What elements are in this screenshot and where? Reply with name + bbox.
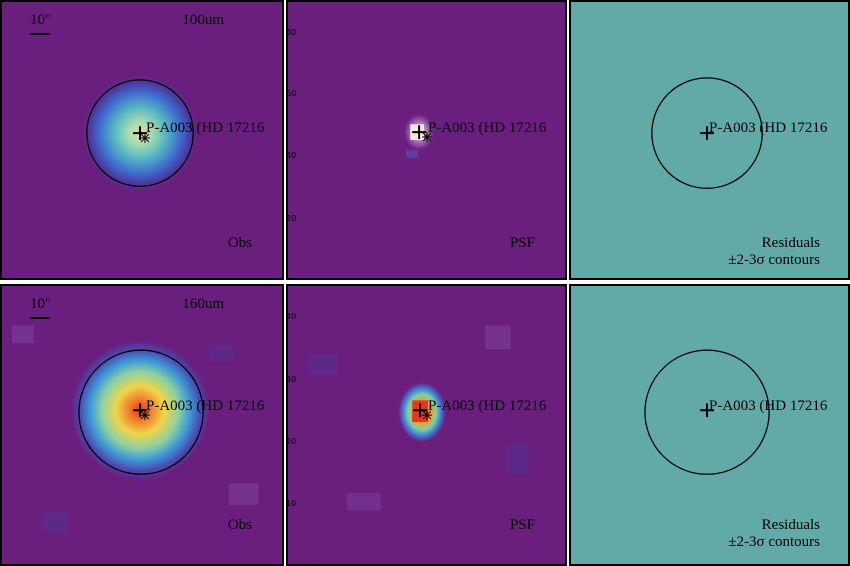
residual-panel-160um: P-A003 (HD 17216 Residuals ±2-3σ contour… [569,284,850,566]
psf-panel-100um: 80 60 40 20 P-A003 (HD 17216 PSF [286,0,567,280]
aperture-circle [644,349,770,475]
psf-label: PSF [509,235,535,251]
residual-image-100um [571,2,848,278]
aperture-circle [651,77,763,189]
y-tick: 10 [286,499,297,508]
target-label: P-A003 (HD 17216 [146,398,265,414]
target-label: P-A003 (HD 17216 [428,120,547,136]
contours-label: ±2-3σ contours [728,534,820,550]
y-tick: 20 [286,214,297,223]
y-tick: 20 [286,437,297,446]
target-label: P-A003 (HD 17216 [709,398,828,414]
scale-bar [30,317,50,319]
obs-label: Obs [227,517,252,533]
scale-bar [30,33,50,35]
scale-label: 10" [30,296,52,312]
psf-panel-160um: 40 30 20 10 P-A003 (HD 17216 PSF [286,284,567,566]
cross-marker [700,403,714,418]
y-tick: 40 [286,312,297,321]
band-label: 160um [182,296,224,312]
obs-label: Obs [227,235,252,251]
psf-label: PSF [509,517,535,533]
contours-label: ±2-3σ contours [728,252,820,268]
y-tick: 80 [286,28,297,37]
aperture-circle [86,79,194,187]
obs-image-100um [2,2,282,278]
residuals-label: Residuals [761,517,820,533]
cross-marker [700,126,714,140]
obs-panel-160um: 10" 160um P-A003 (HD 17216 Obs [0,284,284,566]
residuals-label: Residuals [761,235,820,251]
aperture-circle [78,349,204,475]
obs-image-160um [2,286,282,564]
y-tick: 30 [286,375,297,384]
band-label: 100um [182,12,224,28]
residual-panel-100um: P-A003 (HD 17216 Residuals ±2-3σ contour… [569,0,850,280]
residual-image-160um [571,286,848,564]
target-label: P-A003 (HD 17216 [709,120,828,136]
target-label: P-A003 (HD 17216 [146,120,265,136]
y-tick: 60 [286,89,297,98]
obs-panel-100um: 10" 100um P-A003 (HD 17216 Obs [0,0,284,280]
y-tick: 40 [286,151,297,160]
psf-image-100um [288,2,565,278]
psf-image-160um [288,286,565,564]
scale-label: 10" [30,12,52,28]
target-label: P-A003 (HD 17216 [428,398,547,414]
